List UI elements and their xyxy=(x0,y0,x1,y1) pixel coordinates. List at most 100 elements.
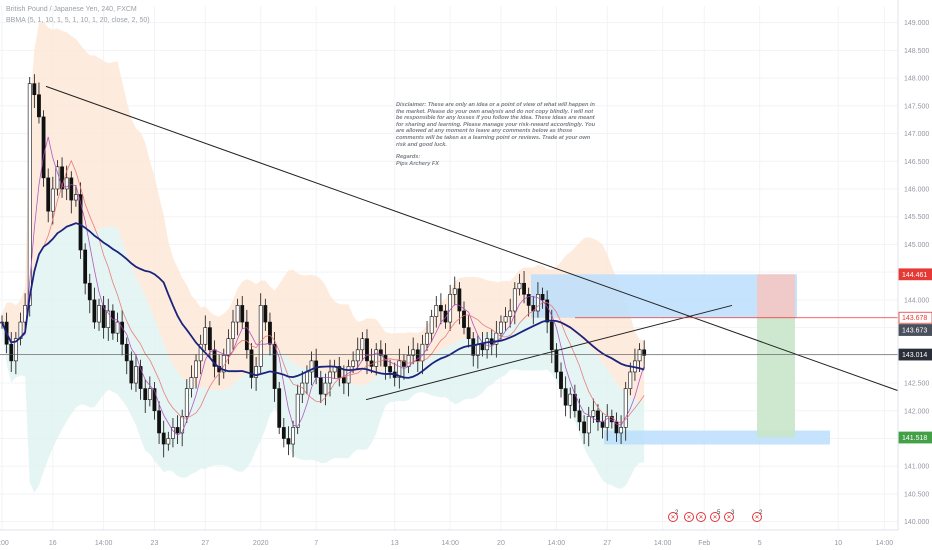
candle-body xyxy=(110,310,115,334)
regards-label: Regards: xyxy=(396,154,421,161)
event-marker-icon[interactable]: ✕ 3 xyxy=(724,510,734,522)
time-tick-label: 14:00 xyxy=(548,540,566,547)
price-mark: 141.518 xyxy=(898,431,932,444)
ma5-line xyxy=(1,136,645,436)
price-tick-label: 142.000 xyxy=(904,408,929,415)
candle-body xyxy=(563,388,568,406)
candle xyxy=(106,298,111,341)
candle-body xyxy=(475,343,480,356)
candle xyxy=(559,362,563,398)
candle-body xyxy=(295,393,300,428)
candle-body xyxy=(69,177,74,201)
candle-body xyxy=(106,310,111,328)
candle-body xyxy=(471,338,476,356)
candle-body xyxy=(591,410,596,417)
candle-body xyxy=(337,366,342,378)
candle-body xyxy=(198,343,203,362)
candle xyxy=(74,185,78,207)
candle-body xyxy=(637,349,642,362)
candle-body xyxy=(78,194,83,251)
candle-body xyxy=(642,349,647,356)
candle xyxy=(582,415,587,445)
price-mark-bg xyxy=(898,324,932,336)
candle xyxy=(499,315,503,340)
candle-body xyxy=(208,327,212,351)
event-marker-icon[interactable]: ✕ xyxy=(684,512,694,522)
candle-body xyxy=(582,421,587,434)
time-tick-label: 27 xyxy=(603,540,611,547)
candle xyxy=(175,415,180,445)
candle-body xyxy=(429,316,434,334)
candle xyxy=(438,293,443,325)
price-tick-label: 148.000 xyxy=(904,76,929,83)
candle xyxy=(115,312,120,343)
time-tick-label: 20 xyxy=(497,540,505,547)
candle-body xyxy=(443,310,448,323)
candle-body xyxy=(281,427,286,439)
ma10-line xyxy=(1,159,645,424)
candle xyxy=(161,420,166,458)
candle xyxy=(323,373,328,406)
candle xyxy=(286,426,291,456)
ascending-trendline xyxy=(365,304,733,401)
candle-body xyxy=(272,343,277,389)
candle-body xyxy=(540,294,545,301)
candle xyxy=(360,332,365,361)
time-tick-label: 14:00 xyxy=(441,540,459,547)
event-marker-icon[interactable]: ✕ 5 xyxy=(710,510,720,522)
candle xyxy=(434,296,439,328)
time-tick-label: Feb xyxy=(698,540,710,547)
candle xyxy=(480,332,485,357)
candle xyxy=(545,290,550,334)
candle xyxy=(512,282,517,325)
candle xyxy=(443,304,448,329)
candle xyxy=(203,315,208,351)
candle-body xyxy=(374,349,379,367)
price-tick-label: 140.500 xyxy=(904,491,929,498)
candle-body xyxy=(554,349,559,373)
candle xyxy=(462,301,466,335)
indicator-label: BBMA (5, 1, 10, 1, 5, 1, 10, 1, 20, clos… xyxy=(6,17,150,24)
price-mark-bg xyxy=(898,348,932,361)
time-tick-label: 27 xyxy=(201,540,209,547)
candle-body xyxy=(388,366,392,373)
candle-body xyxy=(545,299,550,323)
candle-body xyxy=(101,305,106,328)
time-tick-label: 2020 xyxy=(253,540,269,547)
candle-body xyxy=(249,349,254,378)
candle-body xyxy=(549,321,554,351)
candle xyxy=(37,82,41,124)
candle-body xyxy=(411,349,416,356)
candle xyxy=(101,296,106,339)
time-axis-bg xyxy=(0,530,898,550)
candle xyxy=(60,157,64,198)
price-mark-bg xyxy=(898,431,932,444)
time-tick-label: 4:00 xyxy=(0,540,9,547)
candle-body xyxy=(27,83,32,306)
candle-body xyxy=(466,327,471,339)
event-marker-icon[interactable]: ✕ xyxy=(696,512,706,522)
candle-body xyxy=(378,349,383,356)
candle-body xyxy=(64,177,69,190)
candle xyxy=(471,332,476,367)
candle xyxy=(92,287,97,329)
event-marker-icon[interactable]: ✕ 2 xyxy=(668,510,678,522)
candle-body xyxy=(180,416,185,434)
candle xyxy=(194,354,198,389)
candle-body xyxy=(628,371,633,389)
price-mark-label: 141.518 xyxy=(902,435,927,442)
candle xyxy=(268,312,272,356)
candle xyxy=(466,315,471,348)
price-mark-bg xyxy=(898,268,932,281)
candle xyxy=(596,404,600,431)
event-marker-icon[interactable]: ✕ 2 xyxy=(752,510,762,522)
candle-body xyxy=(157,410,161,434)
time-tick-label: 7 xyxy=(314,540,318,547)
candle-body xyxy=(152,388,157,412)
candle-body xyxy=(171,427,175,439)
candle-body xyxy=(318,377,323,395)
candle-body xyxy=(438,305,443,312)
candle-body xyxy=(341,377,346,384)
candle xyxy=(129,351,134,390)
